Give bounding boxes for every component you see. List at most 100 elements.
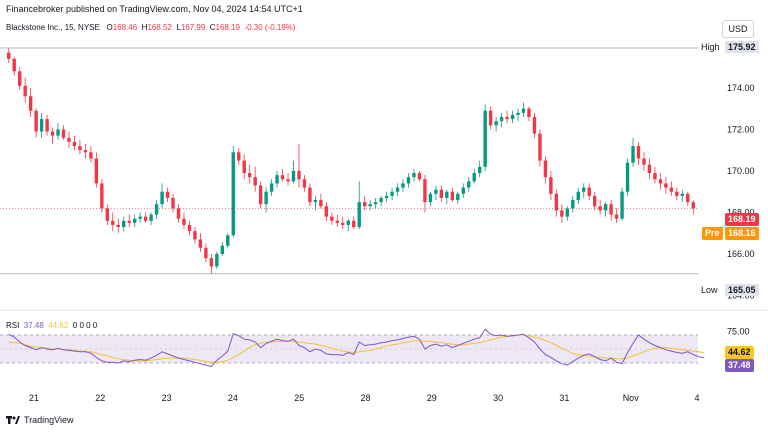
candle-body xyxy=(373,202,378,205)
time-tick-label: Nov xyxy=(623,393,640,403)
candle-body xyxy=(12,58,16,72)
candle-body xyxy=(445,191,449,198)
candle-body xyxy=(680,193,685,196)
rsi-ma-line xyxy=(8,334,705,363)
time-tick-label: 25 xyxy=(294,393,304,403)
candle-body xyxy=(483,110,487,167)
high-value: 168.52 xyxy=(147,23,172,32)
candle-body xyxy=(505,116,509,120)
rsi-name: RSI xyxy=(6,321,20,330)
rsi-band xyxy=(0,335,698,363)
candle-body xyxy=(105,208,110,221)
candle-body xyxy=(94,158,99,184)
candle-body xyxy=(302,179,307,188)
price-tick-label: 172.00 xyxy=(727,124,755,134)
price-tick-label: 170.00 xyxy=(727,166,755,176)
change-value: -0.30 (-0.18%) xyxy=(244,23,296,32)
candle-body xyxy=(439,189,444,198)
time-tick-label: 21 xyxy=(29,393,39,403)
candle-body xyxy=(204,247,208,259)
price-tick-label: 166.00 xyxy=(727,249,755,259)
last-price-tag: 168.19 xyxy=(725,213,759,226)
candle-body xyxy=(39,119,44,132)
candle-body xyxy=(83,150,88,153)
low-value-tag: 165.05 xyxy=(725,284,759,296)
candle-body xyxy=(17,71,22,86)
tradingview-logo-icon xyxy=(6,415,20,425)
candle-body xyxy=(335,220,340,223)
candle-body xyxy=(368,204,372,207)
candle-body xyxy=(330,216,334,221)
candle-body xyxy=(669,187,674,192)
open-value: 168.46 xyxy=(112,23,138,32)
low-label-tag: Low xyxy=(698,284,721,296)
candle-body xyxy=(549,177,553,194)
candle-body xyxy=(521,108,526,113)
candle-body xyxy=(390,191,394,196)
candle-body xyxy=(642,158,646,165)
candle-body xyxy=(609,204,613,215)
footer-brand-text: TradingView xyxy=(24,415,74,425)
candle-body xyxy=(341,222,345,225)
candle-body xyxy=(631,146,635,163)
candle-body xyxy=(636,146,641,159)
candle-body xyxy=(78,146,82,151)
candle-body xyxy=(149,214,153,221)
candle-body xyxy=(122,220,126,228)
candle-body xyxy=(264,191,268,205)
candle-body xyxy=(247,173,252,178)
candle-body xyxy=(346,220,350,225)
candle-body xyxy=(242,160,246,174)
candle-body xyxy=(538,133,542,161)
candle-body xyxy=(582,187,586,192)
candle-body xyxy=(488,110,493,126)
candle-body xyxy=(406,177,411,184)
symbol-legend: Blackstone Inc., 15, NYSE O168.46 H168.5… xyxy=(6,23,296,32)
candle-body xyxy=(193,231,197,240)
candle-body xyxy=(154,204,159,215)
candle-body xyxy=(67,137,71,142)
time-tick-label: 29 xyxy=(427,393,437,403)
candle-body xyxy=(165,191,170,198)
rsi-tick-label: 75.00 xyxy=(727,327,750,337)
candle-body xyxy=(297,170,301,180)
low-value: 167.99 xyxy=(180,23,206,32)
candle-body xyxy=(187,224,192,232)
rsi-line xyxy=(8,328,705,368)
candle-body xyxy=(384,195,389,198)
footer-brand: TradingView xyxy=(6,415,74,425)
publisher-header: Financebroker published on TradingView.c… xyxy=(6,4,303,14)
candle-body xyxy=(231,152,235,236)
candle-body xyxy=(253,177,257,186)
candle-body xyxy=(171,197,175,209)
candle-body xyxy=(286,179,290,182)
candle-body xyxy=(111,220,115,225)
candle-body xyxy=(258,185,263,205)
close-value: 168.19 xyxy=(215,23,240,32)
open-label: O xyxy=(106,23,113,32)
currency-button[interactable]: USD xyxy=(722,20,754,38)
time-tick-label: 23 xyxy=(162,393,172,403)
candle-body xyxy=(116,224,120,228)
time-tick-label: 24 xyxy=(228,393,238,403)
candle-body xyxy=(138,216,142,219)
candle-body xyxy=(89,152,93,159)
candle-body xyxy=(401,183,405,188)
candle-body xyxy=(614,214,619,219)
candle-body xyxy=(50,131,55,136)
candle-body xyxy=(34,110,38,132)
candle-body xyxy=(308,187,312,203)
candle-body xyxy=(280,175,285,180)
candle-body xyxy=(176,208,181,219)
candle-body xyxy=(494,121,498,126)
candle-body xyxy=(467,181,471,188)
candle-body xyxy=(428,193,433,203)
rsi-ma-tag: 44.62 xyxy=(725,346,754,359)
candle-body xyxy=(565,208,570,217)
candle-body xyxy=(472,173,476,182)
candle-body xyxy=(220,245,225,255)
price-tick-label: 168.00 xyxy=(727,207,755,217)
candle-body xyxy=(456,193,460,201)
candle-body xyxy=(226,235,230,246)
